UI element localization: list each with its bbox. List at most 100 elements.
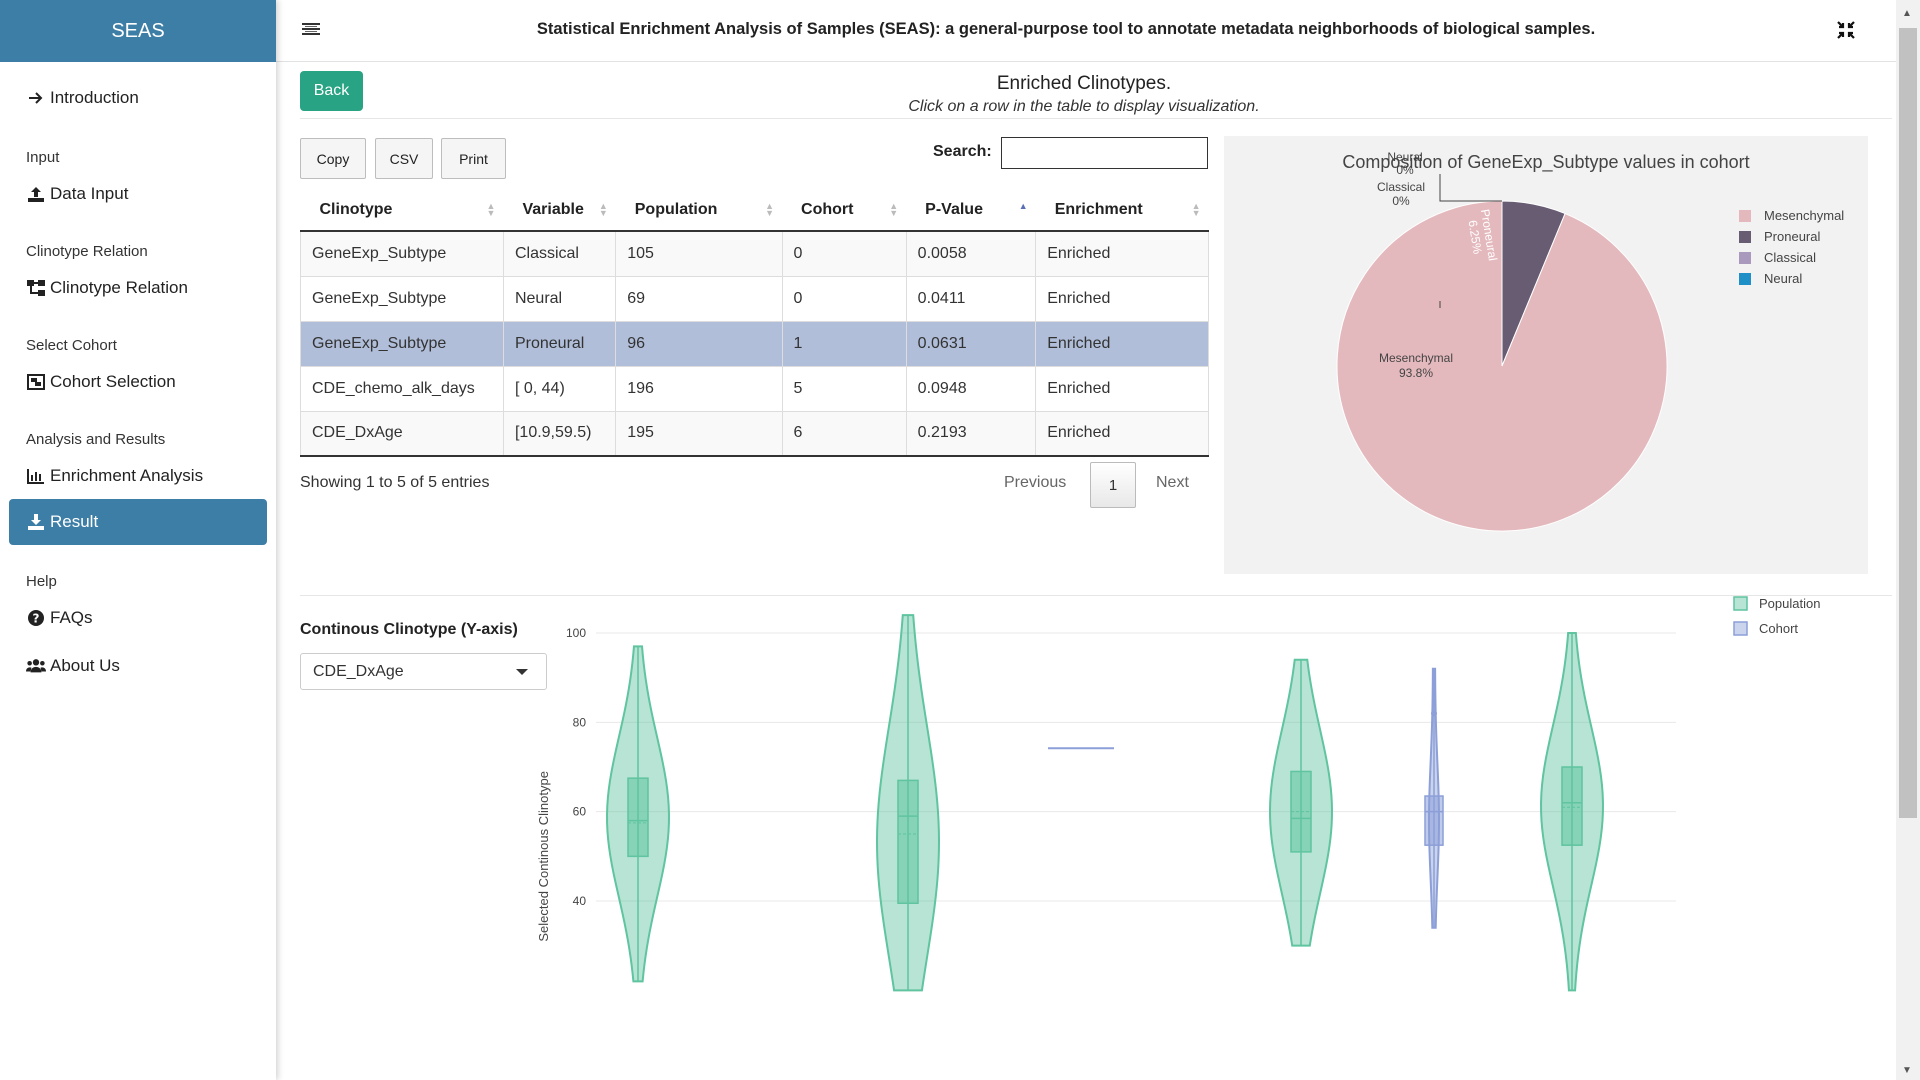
sidebar-item-faqs[interactable]: ? FAQs (9, 595, 267, 641)
section-clinotype: Clinotype Relation (26, 242, 148, 260)
app-title: Statistical Enrichment Analysis of Sampl… (536, 20, 1596, 38)
section-subtitle: Click on a row in the table to display v… (908, 98, 1260, 115)
legend-label-proneural: Proneural (1764, 229, 1820, 244)
pie-slice-mesenchymal (1336, 200, 1668, 532)
sidebar-item-label: About Us (50, 656, 120, 675)
violin-chart: 40 60 80 100 Selected Continous Clinotype Pop… (536, 596, 1820, 992)
legend-label-classical: Classical (1764, 250, 1816, 265)
table-cell: [ 0, 44) (503, 366, 617, 412)
table-cell: GeneExp_Subtype (300, 276, 504, 322)
table-cell: GeneExp_Subtype (300, 231, 504, 277)
sort-icon: ▲ ▼ (1191, 201, 1201, 218)
search-input[interactable] (1001, 137, 1208, 169)
table-cell: 0 (782, 231, 907, 277)
sidebar-item-introduction[interactable]: Introduction (9, 75, 267, 121)
table-info: Showing 1 to 5 of 5 entries (300, 474, 490, 491)
table-row[interactable]: GeneExp_Subtype Proneural 96 1 0.0631 Enriche… (300, 321, 1209, 367)
table-cell: 105 (615, 231, 783, 277)
upload-icon (26, 184, 46, 204)
legend-label-population: Population (1759, 596, 1820, 611)
search-label: Search: (933, 143, 992, 160)
table-row[interactable]: CDE_DxAge [10.9,59.5) 195 6 0.2193 Enriched (300, 411, 1209, 457)
violin-box (627, 777, 649, 858)
scroll-down-icon[interactable]: ▼ (1902, 1065, 1912, 1076)
column-header-clinotype[interactable]: Clinotype ▲ ▼ (300, 189, 504, 232)
copy-button[interactable]: Copy (300, 138, 366, 179)
top-header: Statistical Enrichment Analysis of Sampl… (276, 0, 1896, 62)
scroll-up-icon[interactable]: ▲ (1902, 8, 1912, 19)
sidebar-item-data-input[interactable]: Data Input (9, 171, 267, 217)
violin-chart-panel: 40 60 80 100 Selected Continous Clinotype Pop… (516, 592, 1892, 1080)
sort-asc-icon: ▲ ▼ (1018, 201, 1028, 218)
column-header-enrichment[interactable]: Enrichment ▲ ▼ (1035, 189, 1209, 232)
table-cell: 0.0411 (906, 276, 1037, 322)
section-title: Enriched Clinotypes. (996, 73, 1172, 94)
pie-label-neural: Neural (1387, 150, 1422, 164)
arrow-right-icon (26, 88, 46, 108)
y-tick-label: 60 (573, 805, 587, 819)
pie-chart-panel: Composition of GeneExp_Subtype values in… (1224, 136, 1868, 574)
select-value: CDE_DxAge (313, 662, 404, 680)
table-cell: 0 (782, 276, 907, 322)
print-button[interactable]: Print (441, 138, 506, 179)
sort-icon: ▲ ▼ (598, 201, 608, 218)
sidebar-item-about[interactable]: About Us (9, 643, 267, 689)
sort-icon: ▲ ▼ (765, 201, 775, 218)
section-input: Input (26, 148, 60, 166)
pie-label-classical: Classical (1377, 180, 1425, 194)
table-cell: 69 (615, 276, 783, 322)
sidebar-item-result[interactable]: Result (9, 499, 267, 545)
sidebar-item-label: Result (50, 512, 99, 531)
divider (300, 595, 1892, 596)
menu-icon[interactable] (300, 18, 326, 44)
object-group-icon (26, 372, 46, 392)
download-icon (26, 512, 46, 532)
column-header-cohort[interactable]: Cohort ▲ ▼ (782, 189, 907, 232)
table-cell: CDE_DxAge (300, 411, 504, 457)
table-row[interactable]: CDE_chemo_alk_days[ 0, 44) 196 5 0.0948 Enri… (300, 366, 1209, 412)
table-row[interactable]: GeneExp_Subtype Neural 69 0 0.0411 Enriched (300, 276, 1209, 322)
legend-label-cohort: Cohort (1759, 621, 1798, 636)
users-icon (26, 656, 46, 676)
sidebar-item-cohort-selection[interactable]: Cohort Selection (9, 359, 267, 405)
table-row[interactable]: GeneExp_Subtype Classical 105 0 0.0058 Enrich… (300, 231, 1209, 277)
legend-swatch-cohort (1733, 621, 1748, 636)
y-tick-label: 100 (566, 626, 586, 640)
violin-box (897, 779, 919, 904)
vertical-scrollbar[interactable]: ▲ ▼ (1896, 0, 1920, 1080)
y-tick-label: 80 (573, 715, 587, 729)
sidebar-item-enrichment-analysis[interactable]: Enrichment Analysis (9, 453, 267, 499)
sort-icon: ▲ ▼ (889, 201, 899, 218)
legend-swatch-population (1733, 596, 1748, 611)
section-analysis: Analysis and Results (26, 430, 166, 448)
violin-outlier (1431, 710, 1437, 717)
svg-text:?: ? (33, 612, 40, 626)
table-cell: Enriched (1035, 411, 1209, 457)
table-cell: GeneExp_Subtype (300, 321, 504, 367)
next-button[interactable]: Next (1156, 474, 1189, 491)
previous-button[interactable]: Previous (1004, 474, 1067, 491)
csv-button[interactable]: CSV (375, 138, 433, 179)
continuous-clinotype-select[interactable]: CDE_DxAge (300, 653, 547, 690)
sidebar-item-clinotype-relation[interactable]: Clinotype Relation (9, 265, 267, 311)
sidebar-item-label: Cohort Selection (50, 372, 176, 391)
table-cell: 0.0058 (906, 231, 1037, 277)
enrichment-table: Clinotype ▲ ▼ Variable ▲ ▼ Population ▲ ▼ Coho… (300, 189, 1209, 457)
table-cell: [10.9,59.5) (503, 411, 617, 457)
legend-label-mesenchymal: Mesenchymal (1764, 208, 1844, 223)
page-1-button[interactable]: 1 (1090, 462, 1136, 508)
scrollbar-thumb[interactable] (1899, 28, 1917, 818)
brand-title[interactable]: SEAS (0, 0, 276, 62)
back-button[interactable]: Back (300, 71, 363, 111)
column-header-pvalue[interactable]: P-Value ▲ ▼ (906, 189, 1036, 232)
pie-label-mesenchymal: Mesenchymal (1379, 351, 1453, 365)
table-cell: 1 (782, 321, 907, 367)
violin-box (1424, 795, 1444, 846)
y-axis-label: Selected Continous Clinotype (536, 771, 551, 942)
column-header-variable[interactable]: Variable ▲ ▼ (503, 189, 616, 232)
pie-percent-classical: 0% (1392, 194, 1410, 208)
column-header-population[interactable]: Population ▲ ▼ (615, 189, 783, 232)
compress-icon[interactable] (1836, 20, 1858, 42)
